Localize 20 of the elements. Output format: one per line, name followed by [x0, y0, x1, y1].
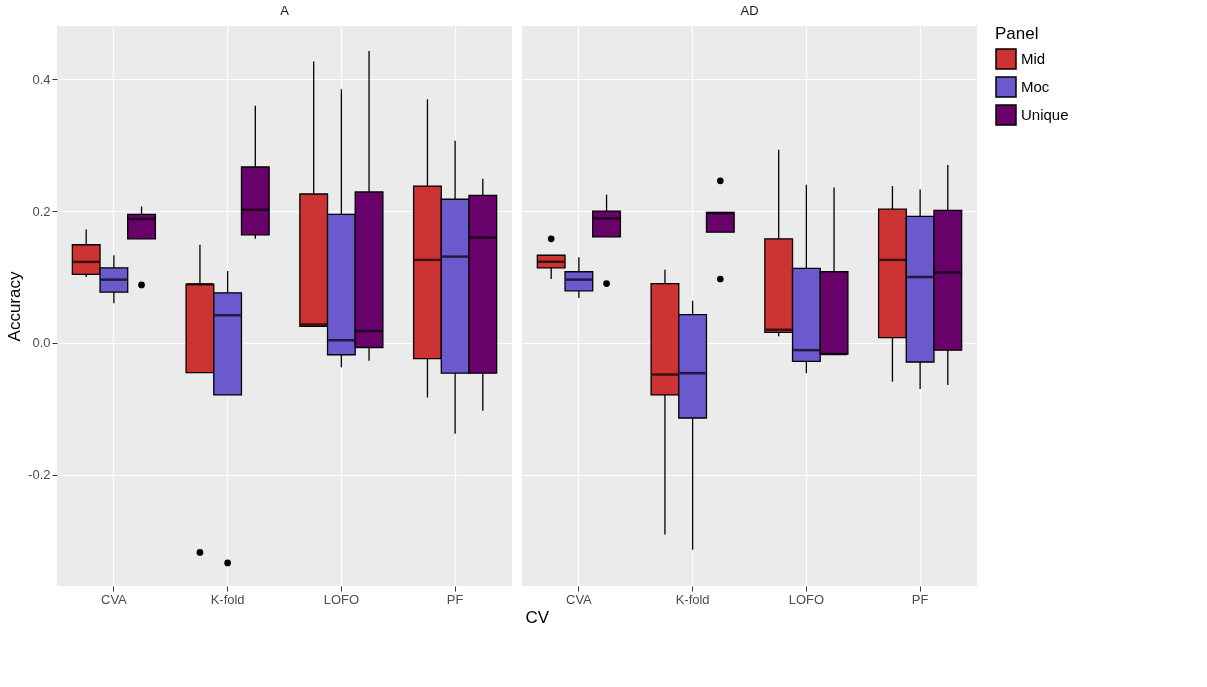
x-axis-title: CV: [525, 608, 550, 627]
y-tick-label: 0.0: [32, 335, 51, 351]
chart-title: A: [280, 3, 290, 18]
x-tick-label: K-fold: [210, 591, 245, 607]
x-tick-label: PF: [446, 591, 464, 607]
x-tick-label: CVA: [100, 591, 128, 607]
y-tick-label: 0.4: [32, 71, 51, 87]
chart-title: AD: [740, 3, 759, 18]
legend-label: Mid: [1021, 50, 1046, 67]
legend-title: Panel: [995, 24, 1039, 43]
x-tick-label: CVA: [565, 591, 593, 607]
y-tick-label: -0.2: [28, 467, 51, 483]
x-tick-label: LOFO: [788, 591, 825, 607]
y-tick-label: 0.2: [32, 203, 51, 219]
y-axis-title: Accuracy: [5, 271, 25, 342]
legend-label: Moc: [1021, 78, 1050, 95]
x-tick-label: PF: [911, 591, 929, 607]
x-tick-label: LOFO: [323, 591, 360, 607]
x-tick-label: K-fold: [675, 591, 710, 607]
legend-label: Unique: [1021, 106, 1069, 123]
